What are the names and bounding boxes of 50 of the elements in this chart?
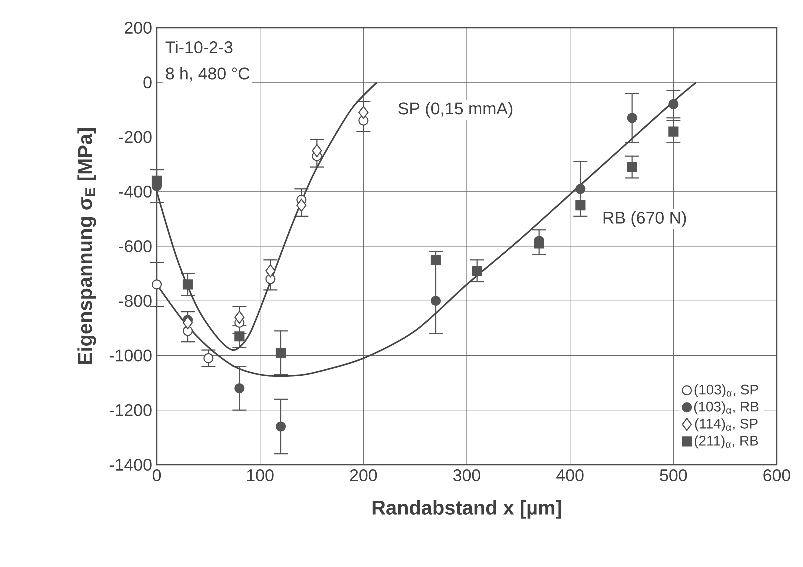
y-tick-label: 200	[125, 22, 152, 34]
point	[152, 176, 162, 186]
x-tick-label: 600	[764, 470, 790, 482]
annotation: Ti-10-2-3	[166, 41, 233, 54]
y-tick-label: -1200	[110, 404, 152, 416]
point	[276, 348, 286, 358]
point	[358, 106, 369, 120]
point	[627, 113, 638, 124]
legend-label: (114)$_{α}$, SP	[695, 418, 758, 432]
point	[576, 200, 586, 211]
point	[296, 198, 307, 212]
y-tick-label: 0	[144, 76, 152, 89]
point	[627, 162, 638, 172]
point	[266, 264, 276, 278]
point	[430, 255, 442, 266]
y-tick-label: -400	[119, 186, 152, 198]
legend-label: (103)$_{α}$, SP	[694, 384, 758, 398]
point	[234, 383, 245, 394]
x-tick-label: 500	[660, 470, 688, 482]
legend-label: (103)$_{α}$, RB	[694, 402, 759, 415]
point	[182, 316, 194, 330]
point	[534, 238, 544, 249]
point	[430, 296, 442, 306]
x-tick-label: 0	[152, 470, 162, 482]
x-tick-label: 200	[350, 470, 378, 482]
point	[204, 353, 214, 364]
x-tick-label: 300	[454, 470, 480, 482]
point	[668, 99, 679, 110]
point	[234, 310, 245, 324]
annotation: SP (0,15 mmA)	[398, 102, 513, 118]
point	[472, 266, 482, 276]
point	[312, 144, 322, 158]
annotation: 8 h, 480 °C	[166, 67, 250, 82]
point	[152, 280, 162, 290]
y-tick-label: -1000	[110, 350, 152, 362]
x-axis-title: Randabstand x [µm]	[372, 500, 562, 519]
point	[234, 332, 245, 342]
y-tick-label: -200	[119, 131, 152, 144]
x-tick-label: 400	[556, 470, 584, 482]
y-tick-label: -1400	[110, 458, 152, 471]
annotation: RB (670 N)	[604, 212, 686, 228]
x-tick-label: 100	[248, 470, 274, 482]
legend-label: (211)$_{α}$, RB	[694, 436, 758, 449]
y-axis-title: Eigenspannung σ$_{E}$ [MPa]	[78, 128, 96, 364]
point	[668, 126, 679, 137]
y-tick-label: -600	[119, 240, 152, 252]
point	[276, 422, 286, 432]
y-tick-label: -800	[119, 295, 152, 308]
point	[576, 184, 586, 194]
point	[182, 280, 194, 290]
